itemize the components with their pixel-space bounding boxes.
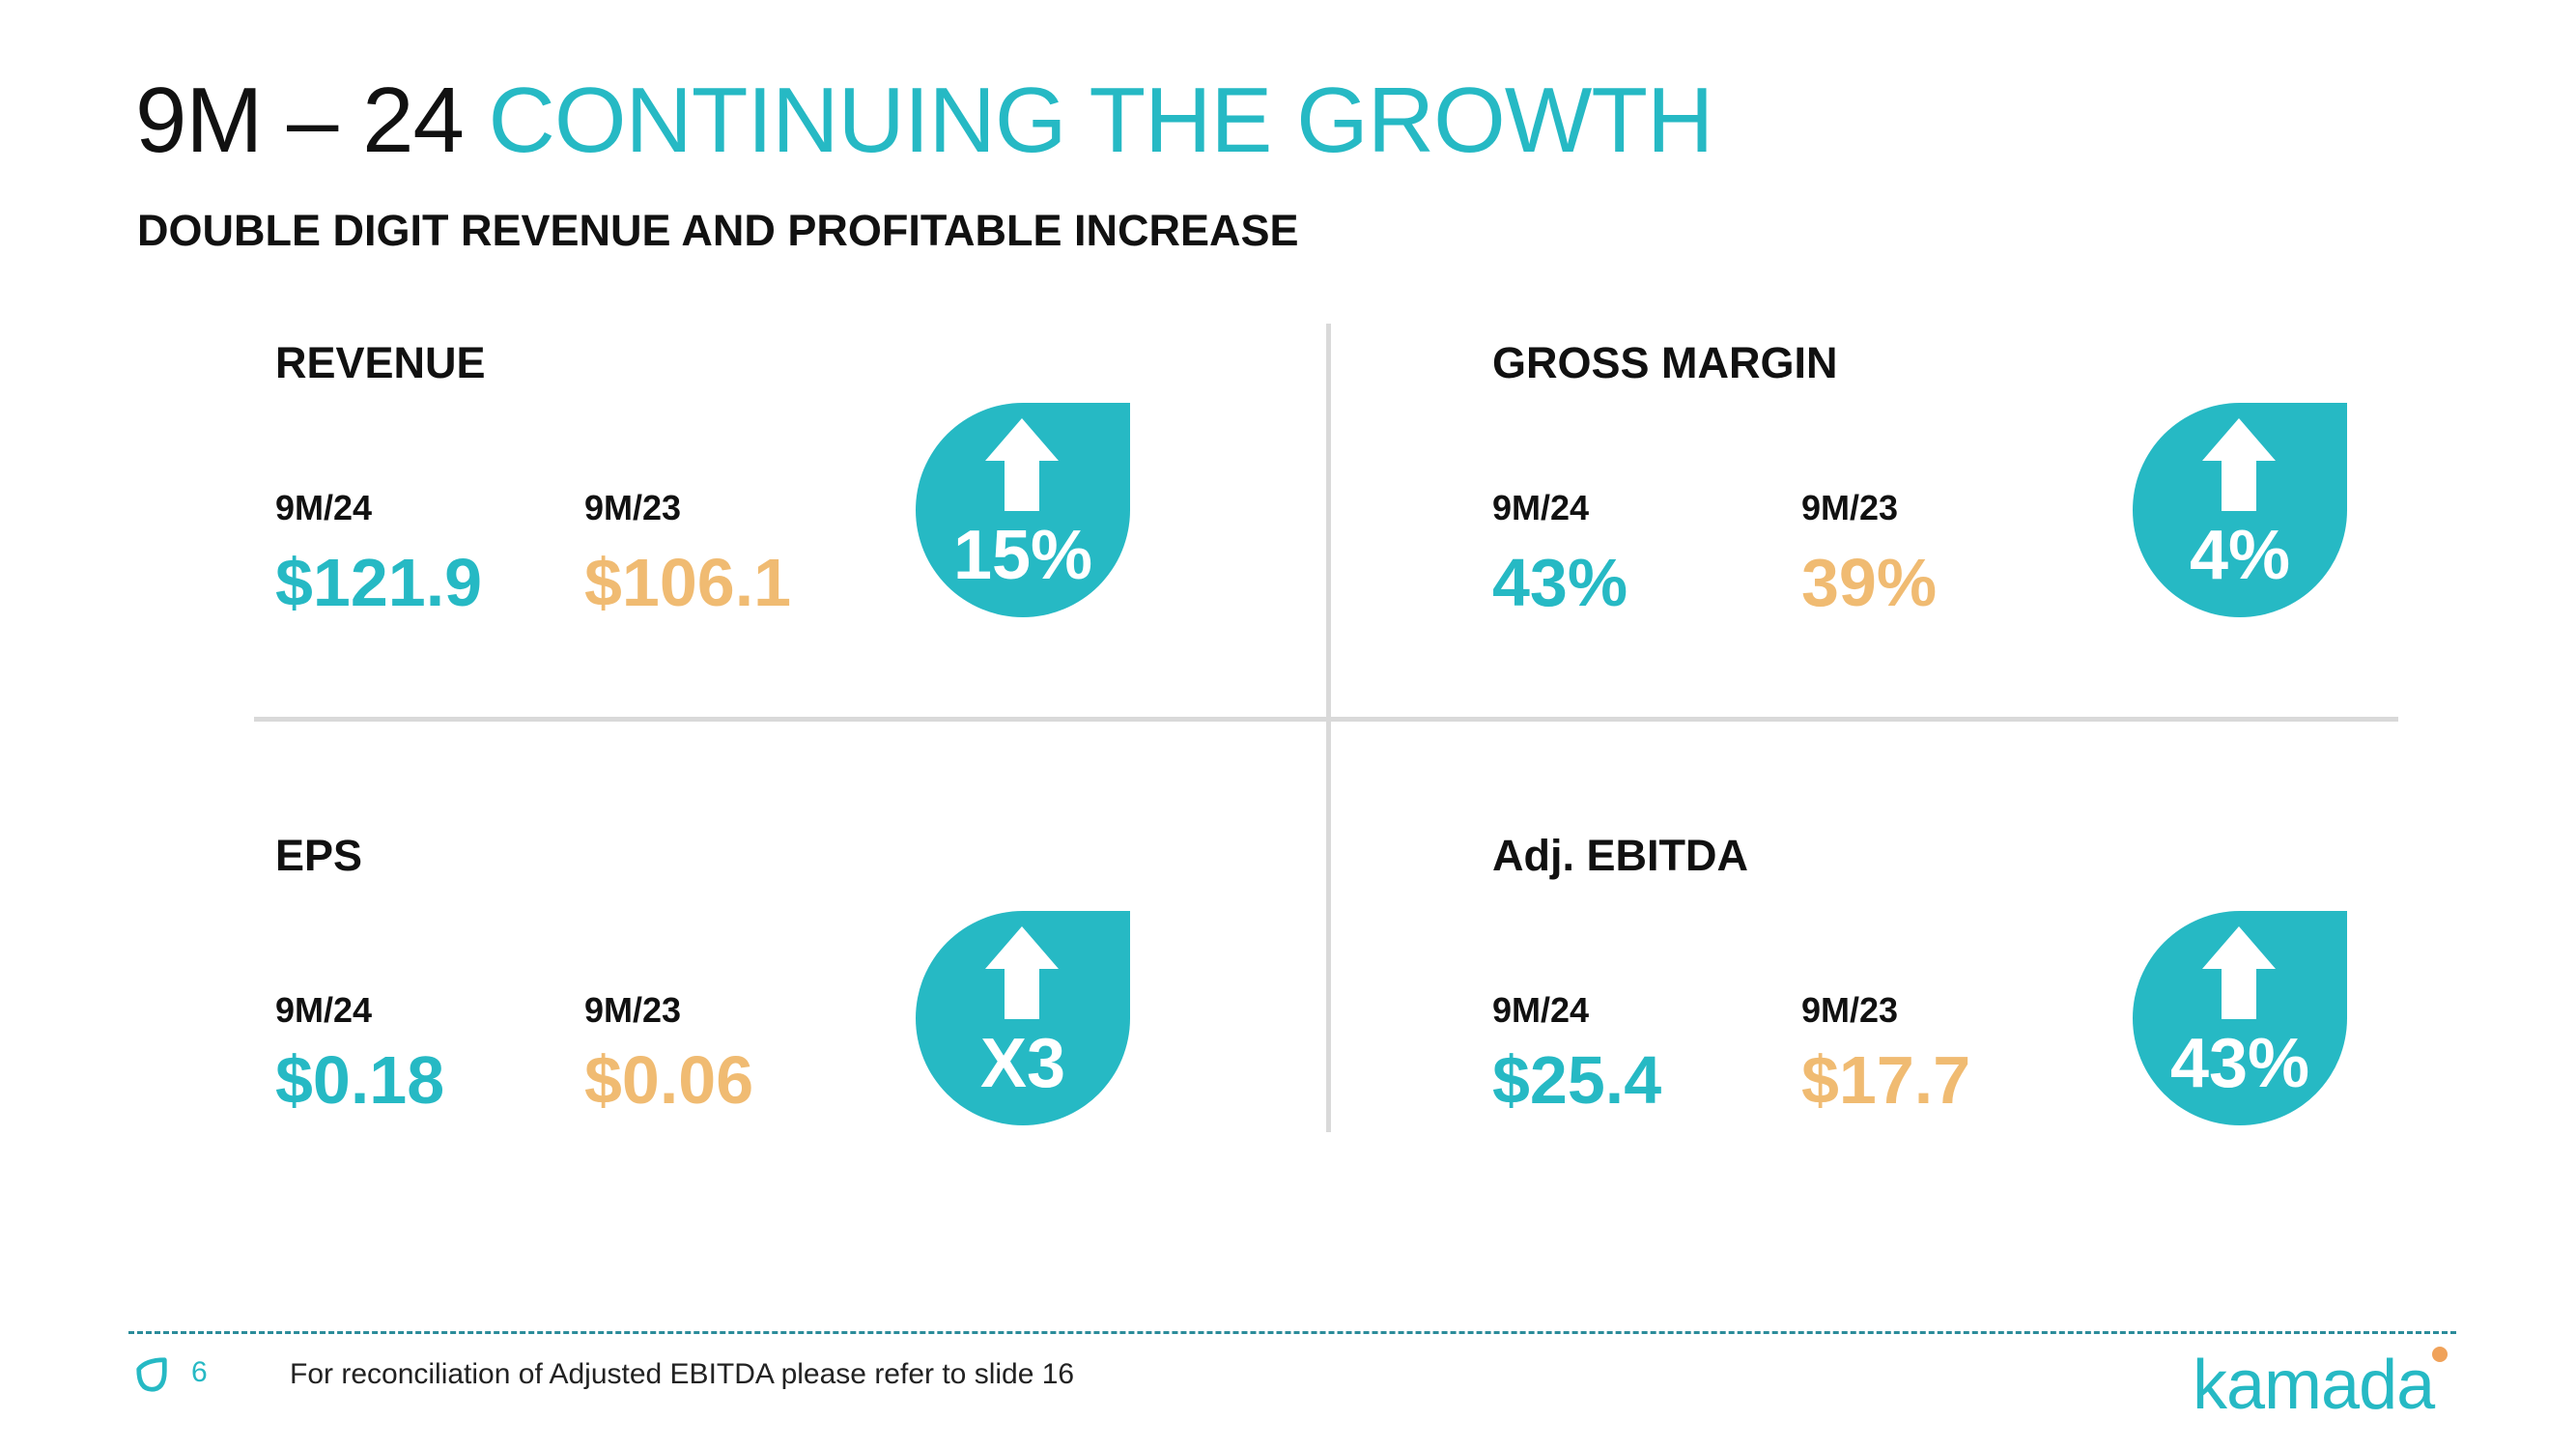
previous-period-label: 9M/23 <box>584 990 682 1030</box>
current-value: $121.9 <box>275 545 483 620</box>
current-period-label: 9M/24 <box>1492 488 1590 527</box>
previous-period-label: 9M/23 <box>584 488 682 527</box>
metric-card-revenue: REVENUE 9M/24 $121.9 9M/23 $106.1 15% <box>275 338 1338 744</box>
logo-text: kamada <box>2193 1347 2435 1424</box>
up-arrow-icon <box>2202 418 2276 511</box>
footnote: For reconciliation of Adjusted EBITDA pl… <box>290 1358 1075 1390</box>
growth-value: 43% <box>2169 1025 2310 1102</box>
title-prefix: 9M – 24 <box>135 69 465 172</box>
metric-card-eps: EPS 9M/24 $0.18 9M/23 $0.06 X3 <box>275 831 1338 1236</box>
growth-badge: 4% <box>2133 403 2347 617</box>
horizontal-divider <box>254 717 2398 722</box>
previous-value: $0.06 <box>584 1042 754 1118</box>
company-logo: kamada <box>2193 1333 2453 1420</box>
up-arrow-icon <box>985 418 1059 511</box>
growth-badge: 43% <box>2133 911 2347 1125</box>
metric-card-gross-margin: GROSS MARGIN 9M/24 43% 9M/23 39% 4% <box>1492 338 2555 744</box>
current-value: $0.18 <box>275 1042 445 1118</box>
title-highlight: CONTINUING THE GROWTH <box>488 69 1714 172</box>
current-value: $25.4 <box>1492 1042 1662 1118</box>
growth-value: X3 <box>979 1025 1066 1102</box>
metric-title: REVENUE <box>275 338 486 387</box>
current-value: 43% <box>1492 545 1628 620</box>
growth-value: 4% <box>2189 517 2291 594</box>
page-subtitle: DOUBLE DIGIT REVENUE AND PROFITABLE INCR… <box>137 206 1299 255</box>
current-period-label: 9M/24 <box>275 990 373 1030</box>
previous-value: $106.1 <box>584 545 792 620</box>
metric-card-adj-ebitda: Adj. EBITDA 9M/24 $25.4 9M/23 $17.7 43% <box>1492 831 2555 1236</box>
previous-period-label: 9M/23 <box>1801 488 1899 527</box>
current-period-label: 9M/24 <box>1492 990 1590 1030</box>
growth-badge: X3 <box>916 911 1130 1125</box>
current-period-label: 9M/24 <box>275 488 373 527</box>
previous-value: $17.7 <box>1801 1042 1971 1118</box>
up-arrow-icon <box>985 926 1059 1019</box>
previous-value: 39% <box>1801 545 1938 620</box>
up-arrow-icon <box>2202 926 2276 1019</box>
vertical-divider <box>1326 324 1331 1132</box>
metric-title: Adj. EBITDA <box>1492 831 1748 880</box>
metric-title: GROSS MARGIN <box>1492 338 1838 387</box>
kamada-mark-icon <box>136 1357 167 1392</box>
growth-value: 15% <box>952 517 1093 594</box>
previous-period-label: 9M/23 <box>1801 990 1899 1030</box>
page-title: 9M – 24 CONTINUING THE GROWTH <box>135 70 1713 172</box>
growth-badge: 15% <box>916 403 1130 617</box>
metric-title: EPS <box>275 831 363 880</box>
footer-divider <box>128 1331 2456 1334</box>
page-number: 6 <box>191 1356 208 1388</box>
logo-dot <box>2432 1347 2448 1362</box>
